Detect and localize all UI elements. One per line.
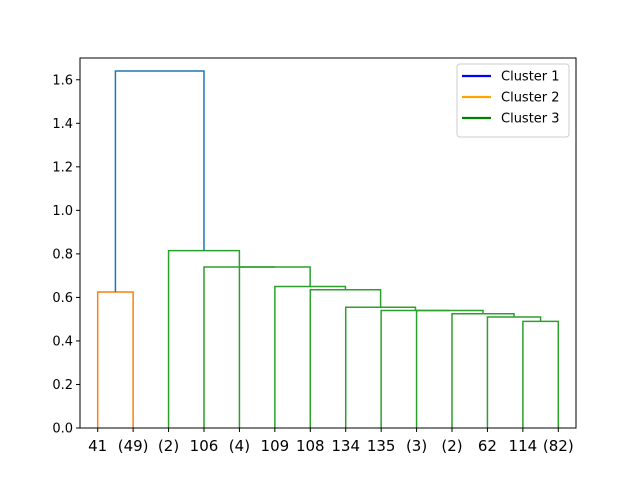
legend-label: Cluster 2 — [501, 91, 560, 106]
x-tick-label: 106 — [190, 437, 219, 455]
y-tick-label: 1.4 — [52, 117, 73, 132]
y-tick-label: 1.0 — [52, 204, 73, 219]
y-tick-label: 0.0 — [52, 422, 73, 437]
y-tick-label: 0.2 — [52, 378, 73, 393]
x-tick-label: 41 — [88, 437, 107, 455]
legend-label: Cluster 3 — [501, 112, 560, 127]
x-tick-label: 134 — [331, 437, 360, 455]
link-11 — [203, 266, 275, 428]
y-tick-label: 0.8 — [52, 247, 73, 262]
x-tick-label: (4) — [229, 437, 250, 455]
x-tick-label: 135 — [367, 437, 396, 455]
x-tick-label: (2) — [158, 437, 179, 455]
y-tick-label: 0.4 — [52, 334, 73, 349]
x-axis: 41 (49) (2) 106 (4) 109 108 134 135 (3) (2) 62 114 (8… — [88, 428, 574, 455]
link-1 — [96, 291, 134, 428]
plot-frame — [79, 57, 577, 429]
link-12 — [167, 249, 241, 428]
y-axis: 0.0 0.2 0.4 0.6 0.8 1.0 1.2 1.4 1.6 — [52, 73, 80, 437]
y-tick-label: 1.2 — [52, 160, 73, 175]
y-tick-label: 0.6 — [52, 291, 73, 306]
x-tick-label: 109 — [261, 437, 290, 455]
y-tick-label: 1.6 — [52, 73, 73, 88]
legend-label: Cluster 1 — [501, 70, 560, 85]
x-tick-label: (49) — [118, 437, 149, 455]
link-13 — [114, 70, 205, 292]
link-7 — [344, 306, 417, 428]
link-2 — [522, 320, 560, 428]
x-tick-label: (2) — [441, 437, 462, 455]
dendrogram-links — [96, 70, 560, 428]
legend: Cluster 1 Cluster 2 Cluster 3 — [456, 63, 570, 138]
x-tick-label: (82) — [543, 437, 574, 455]
x-tick-label: (3) — [406, 437, 427, 455]
link-5 — [415, 309, 484, 428]
x-tick-label: 108 — [296, 437, 325, 455]
x-tick-label: 114 — [509, 437, 538, 455]
x-tick-label: 62 — [478, 437, 497, 455]
link-6 — [380, 309, 450, 428]
